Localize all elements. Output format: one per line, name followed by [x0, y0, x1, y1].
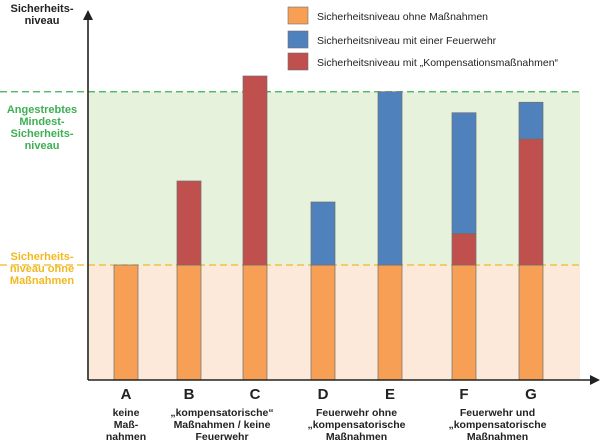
target-level-label-line: Sicherheits-	[11, 128, 74, 140]
baseline-level-label-line: niveau ohne	[10, 263, 74, 275]
category-label-e: E	[385, 386, 395, 403]
category-description-0-line: keine	[113, 407, 140, 419]
bar-e-series-0	[377, 264, 403, 381]
category-description-3-line: „kompensatorische	[448, 419, 546, 431]
category-description-0-line: Maß-	[114, 419, 139, 431]
category-label-f: F	[459, 386, 468, 403]
category-label-b: B	[184, 386, 195, 403]
category-label-g: G	[525, 386, 537, 403]
bars	[113, 75, 544, 381]
y-axis-title-line: niveau	[25, 15, 60, 27]
bar-a-series-0	[113, 264, 139, 381]
baseline-level-label-line: Sicherheits-	[11, 251, 74, 263]
category-description-2-line: „kompensatorische	[307, 419, 405, 431]
category-description-3-line: Maßnahmen	[467, 431, 528, 443]
category-description-3-line: Feuerwehr und	[460, 407, 535, 419]
x-axis-arrow-icon	[590, 375, 600, 385]
legend-label-0: Sicherheitsniveau ohne Maßnahmen	[317, 11, 488, 23]
target-level-label-line: Mindest-	[19, 116, 65, 128]
legend-swatch-1	[287, 30, 309, 49]
legend-swatch-0	[287, 6, 309, 25]
category-description-1-line: Feuerwehr	[195, 431, 248, 443]
bar-d-series-0	[310, 264, 336, 381]
bar-b-series-1	[176, 180, 202, 266]
baseline-level-label-line: Maßnahmen	[10, 275, 74, 287]
category-description-0-line: nahmen	[106, 431, 146, 443]
legend-label-2: Sicherheitsniveau mit „Kompensationsmaßn…	[317, 57, 559, 69]
bar-f-series-1	[451, 233, 477, 266]
bar-f-series-0	[451, 264, 477, 381]
bar-g-series-2	[518, 101, 544, 140]
level-lines	[0, 91, 580, 266]
category-label-d: D	[318, 386, 329, 403]
bar-b-series-0	[176, 264, 202, 381]
bar-c-series-1	[242, 75, 268, 266]
category-description-1-line: „kompensatorische“	[170, 407, 273, 419]
bar-e-series-2	[377, 91, 403, 266]
bar-c-series-0	[242, 264, 268, 381]
axes	[83, 10, 600, 385]
category-label-c: C	[250, 386, 261, 403]
category-description-2-line: Maßnahmen	[326, 431, 387, 443]
target-level-label-line: Angestrebtes	[7, 104, 77, 116]
bar-d-series-2	[310, 201, 336, 266]
legend: Sicherheitsniveau ohne Maßnahmen Sicherhe…	[287, 6, 559, 71]
y-axis-arrow-icon	[83, 10, 93, 20]
y-axis-title-line: Sicherheits-	[11, 3, 74, 15]
legend-label-1: Sicherheitsniveau mit einer Feuerwehr	[317, 35, 497, 47]
y-axis-labels: Sicherheits-niveauAngestrebtesMindest-Si…	[7, 3, 77, 287]
legend-swatch-2	[287, 52, 309, 71]
bar-g-series-0	[518, 264, 544, 381]
bar-g-series-1	[518, 138, 544, 266]
category-description-2-line: Feuerwehr ohne	[316, 407, 397, 419]
bar-f-series-2	[451, 112, 477, 234]
category-description-1-line: Maßnahmen / keine	[174, 419, 271, 431]
target-level-label-line: niveau	[25, 140, 60, 152]
category-label-a: A	[121, 386, 132, 403]
